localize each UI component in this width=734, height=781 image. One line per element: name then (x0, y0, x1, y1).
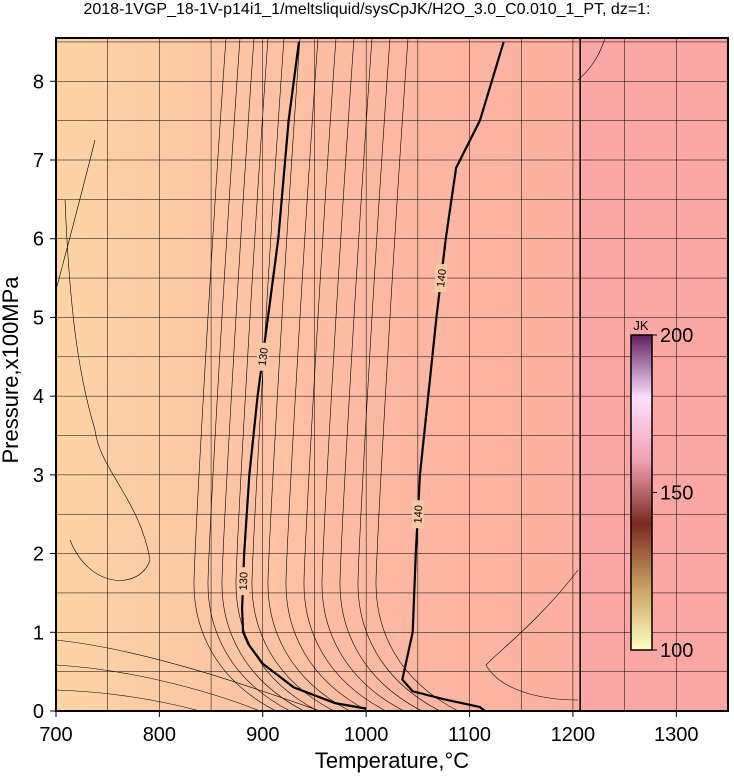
x-tick-label: 800 (143, 724, 176, 746)
contour-label-bg (411, 500, 424, 529)
chart-title: 2018-1VGP_18-1V-p14i1_1/meltsliquid/sysC… (83, 1, 650, 18)
frame (55, 37, 729, 712)
y-axis-label: Pressure,x100MPa (0, 276, 23, 464)
y-tick-label: 1 (33, 622, 44, 644)
axes: 700 800 900 1000 1100 1200 1300 0 1 2 3 4 5 6 7 8 (33, 71, 699, 746)
contour-label: 130 (257, 347, 271, 367)
contour-label-bg (435, 264, 448, 293)
contour-label: 140 (412, 505, 425, 524)
y-tick-label: 2 (33, 544, 44, 566)
x-tick-label: 1300 (654, 724, 699, 746)
x-tick-label: 700 (39, 724, 72, 746)
y-tick-label: 4 (33, 386, 44, 408)
y-tick-label: 5 (33, 307, 44, 329)
colorbar-gradient (630, 334, 653, 651)
contour-label-bg (256, 342, 269, 371)
contour-line (401, 41, 505, 711)
colorbar-tick-label: 200 (660, 325, 693, 347)
y-tick-label: 3 (33, 465, 44, 487)
x-axis-label: Temperature,°C (315, 748, 469, 773)
contour-label-bg (237, 567, 250, 596)
colorbar: JK 100 150 200 (630, 318, 693, 662)
y-tick-label: 6 (33, 229, 44, 251)
contours: 130 130 140 140 (237, 41, 505, 711)
plot-area: 130 130 140 140 (56, 38, 728, 711)
grid (56, 38, 728, 711)
boundary-region (580, 38, 728, 711)
y-tick-label: 8 (33, 71, 44, 93)
minor-contours (56, 38, 606, 711)
colorbar-tick-label: 100 (660, 640, 693, 662)
contour-label: 140 (435, 268, 449, 288)
x-tick-label: 1000 (344, 724, 389, 746)
x-tick-label: 1100 (448, 724, 491, 746)
x-tick-label: 900 (246, 724, 279, 746)
y-tick-label: 7 (33, 150, 44, 172)
x-tick-label: 1200 (551, 724, 596, 746)
y-tick-label: 0 (33, 701, 44, 723)
colorbar-label: JK (633, 318, 649, 333)
colorbar-tick-label: 150 (660, 483, 693, 505)
contour-label: 130 (238, 572, 251, 591)
